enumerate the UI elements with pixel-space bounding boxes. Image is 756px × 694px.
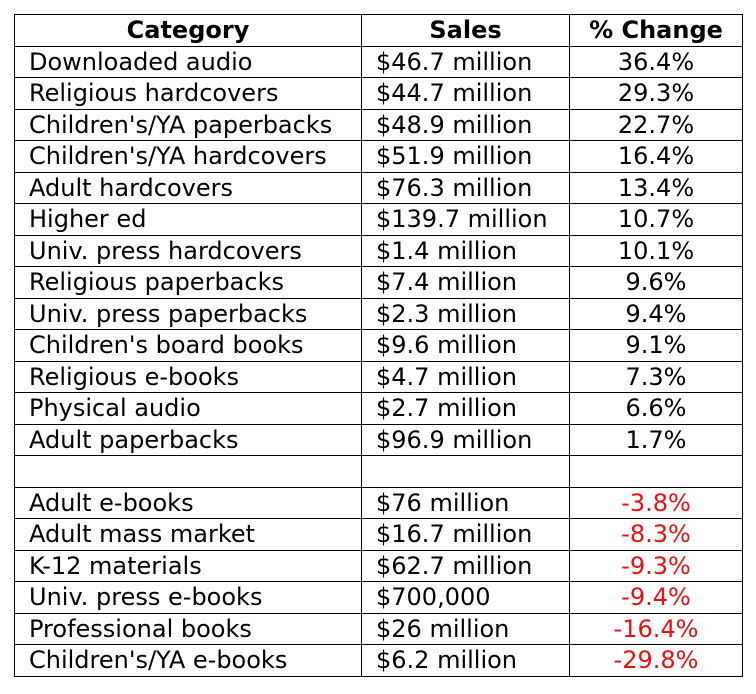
sales-cell: $96.9 million (361, 423, 570, 456)
change-cell: 9.4% (569, 297, 743, 330)
table-row: Religious e-books $4.7 million 7.3% (14, 360, 743, 393)
table-row: Adult mass market $16.7 million -8.3% (14, 518, 743, 551)
sales-cell: $16.7 million (361, 518, 570, 551)
table-row: Adult paperbacks $96.9 million 1.7% (14, 423, 743, 456)
table-row: Children's/YA paperbacks $48.9 million 2… (14, 108, 743, 141)
table-row: Professional books $26 million -16.4% (14, 612, 743, 645)
change-cell: -9.3% (569, 549, 743, 582)
change-cell: -3.8% (569, 486, 743, 519)
table-row: Adult e-books $76 million -3.8% (14, 486, 743, 519)
change-cell: 10.1% (569, 234, 743, 267)
category-cell (14, 455, 362, 488)
spacer-row (14, 455, 743, 488)
change-cell: 22.7% (569, 108, 743, 141)
category-cell: Adult hardcovers (14, 171, 362, 204)
sales-cell: $62.7 million (361, 549, 570, 582)
category-cell: Downloaded audio (14, 45, 362, 78)
change-cell: -29.8% (569, 644, 743, 677)
sales-cell: $51.9 million (361, 140, 570, 173)
sales-cell: $6.2 million (361, 644, 570, 677)
sales-cell: $1.4 million (361, 234, 570, 267)
category-cell: Adult paperbacks (14, 423, 362, 456)
sales-change-table: Category Sales % Change Downloaded audio… (14, 14, 743, 677)
category-cell: Physical audio (14, 392, 362, 425)
change-cell: 16.4% (569, 140, 743, 173)
sales-cell: $7.4 million (361, 266, 570, 299)
change-cell: 6.6% (569, 392, 743, 425)
table-row: Religious hardcovers $44.7 million 29.3% (14, 77, 743, 110)
sales-cell: $2.7 million (361, 392, 570, 425)
category-cell: Children's/YA e-books (14, 644, 362, 677)
table-row: Univ. press hardcovers $1.4 million 10.1… (14, 234, 743, 267)
change-cell: 9.6% (569, 266, 743, 299)
category-cell: Children's/YA paperbacks (14, 108, 362, 141)
table-row: Univ. press e-books $700,000 -9.4% (14, 581, 743, 614)
header-percent-change: % Change (569, 14, 743, 47)
table-row: Higher ed $139.7 million 10.7% (14, 203, 743, 236)
change-cell: 29.3% (569, 77, 743, 110)
sales-cell: $48.9 million (361, 108, 570, 141)
category-cell: Professional books (14, 612, 362, 645)
category-cell: Children's/YA hardcovers (14, 140, 362, 173)
category-cell: Univ. press hardcovers (14, 234, 362, 267)
category-cell: Religious hardcovers (14, 77, 362, 110)
category-cell: Religious paperbacks (14, 266, 362, 299)
category-cell: K-12 materials (14, 549, 362, 582)
table-row: Physical audio $2.7 million 6.6% (14, 392, 743, 425)
sales-cell (361, 455, 570, 488)
change-cell: 36.4% (569, 45, 743, 78)
change-cell: 1.7% (569, 423, 743, 456)
change-cell: 13.4% (569, 171, 743, 204)
sales-cell: $26 million (361, 612, 570, 645)
sales-cell: $2.3 million (361, 297, 570, 330)
category-cell: Adult e-books (14, 486, 362, 519)
table-row: Adult hardcovers $76.3 million 13.4% (14, 171, 743, 204)
table-row: Children's board books $9.6 million 9.1% (14, 329, 743, 362)
sales-cell: $9.6 million (361, 329, 570, 362)
sales-cell: $4.7 million (361, 360, 570, 393)
category-cell: Children's board books (14, 329, 362, 362)
sales-cell: $46.7 million (361, 45, 570, 78)
change-cell: -8.3% (569, 518, 743, 551)
category-cell: Higher ed (14, 203, 362, 236)
sales-cell: $76 million (361, 486, 570, 519)
sales-cell: $139.7 million (361, 203, 570, 236)
sales-cell: $44.7 million (361, 77, 570, 110)
change-cell: 9.1% (569, 329, 743, 362)
change-cell: -9.4% (569, 581, 743, 614)
change-cell: -16.4% (569, 612, 743, 645)
change-cell: 7.3% (569, 360, 743, 393)
category-cell: Religious e-books (14, 360, 362, 393)
header-category: Category (14, 14, 362, 47)
table-row: Children's/YA hardcovers $51.9 million 1… (14, 140, 743, 173)
table-row: Religious paperbacks $7.4 million 9.6% (14, 266, 743, 299)
sales-cell: $700,000 (361, 581, 570, 614)
category-cell: Adult mass market (14, 518, 362, 551)
category-cell: Univ. press e-books (14, 581, 362, 614)
table-row: K-12 materials $62.7 million -9.3% (14, 549, 743, 582)
table-row: Univ. press paperbacks $2.3 million 9.4% (14, 297, 743, 330)
header-row: Category Sales % Change (14, 14, 743, 47)
change-cell: 10.7% (569, 203, 743, 236)
table-row: Children's/YA e-books $6.2 million -29.8… (14, 644, 743, 677)
header-sales: Sales (361, 14, 570, 47)
table-row: Downloaded audio $46.7 million 36.4% (14, 45, 743, 78)
change-cell (569, 455, 743, 488)
sales-cell: $76.3 million (361, 171, 570, 204)
category-cell: Univ. press paperbacks (14, 297, 362, 330)
